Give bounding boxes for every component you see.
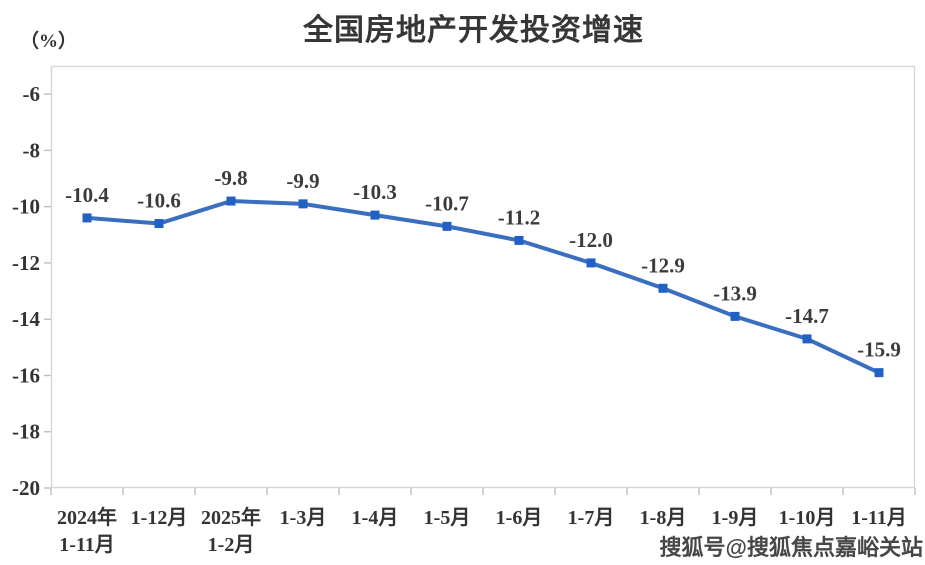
data-label: -10.7 (425, 191, 469, 215)
data-point-marker (730, 311, 740, 321)
data-point-marker (874, 368, 884, 378)
plot-border (50, 65, 916, 489)
data-point-marker (586, 258, 596, 268)
data-label: -10.4 (65, 183, 109, 207)
x-tick-label: 2024年 1-11月 (57, 505, 117, 556)
y-axis-unit-label: （%） (20, 31, 78, 52)
x-axis: 2024年 1-11月 1-12月 2025年 1-2月 1-3月 1-4月 1-5月 1-6月… (50, 488, 916, 556)
data-label: -13.9 (713, 281, 757, 305)
data-point-marker (154, 219, 164, 229)
data-label: -14.7 (785, 304, 829, 328)
y-tick-label: -14 (12, 307, 40, 331)
x-tick-label: 2025年 1-2月 (201, 505, 261, 556)
y-tick-label: -10 (12, 195, 40, 219)
x-tick-label: 1-5月 (424, 507, 471, 529)
y-tick-label: -18 (12, 420, 40, 444)
y-tick-label: -8 (23, 138, 41, 162)
data-label: -12.9 (641, 253, 685, 277)
x-tick-label: 1-10月 (779, 507, 836, 529)
watermark-text: 搜狐号@搜狐焦点嘉峪关站 (659, 535, 923, 560)
data-label: -10.3 (353, 180, 397, 204)
chart-title: 全国房地产开发投资增速 (303, 14, 644, 47)
x-tick-label: 1-3月 (280, 507, 327, 529)
data-point-marker (514, 235, 524, 245)
x-tick-label: 1-8月 (640, 507, 687, 529)
data-point-marker (802, 334, 812, 344)
x-tick-label: 1-7月 (568, 507, 615, 529)
data-point-marker (658, 283, 668, 293)
data-point-marker (442, 221, 452, 231)
series-line (85, 199, 881, 375)
data-label: -15.9 (857, 338, 901, 362)
y-axis: -6 -8 -10 -12 -14 -16 -18 -20 (12, 82, 51, 500)
data-point-marker (82, 213, 92, 223)
data-label: -10.6 (137, 189, 181, 213)
data-point-marker (370, 210, 380, 220)
x-tick-label: 1-11月 (851, 507, 907, 529)
data-label: -11.2 (498, 205, 541, 229)
y-tick-label: -16 (12, 363, 40, 387)
y-tick-label: -12 (12, 251, 40, 275)
x-tick-label: 1-4月 (352, 507, 399, 529)
x-tick-label: 1-6月 (496, 507, 543, 529)
data-label: -12.0 (569, 228, 613, 252)
x-tick-label: 1-12月 (131, 507, 188, 529)
y-tick-label: -20 (12, 476, 40, 500)
data-point-marker (226, 196, 236, 206)
data-label: -9.9 (286, 169, 319, 193)
data-label: -9.8 (214, 166, 247, 190)
data-point-marker (298, 199, 308, 209)
y-tick-label: -6 (23, 82, 41, 106)
x-tick-label: 1-9月 (712, 507, 759, 529)
